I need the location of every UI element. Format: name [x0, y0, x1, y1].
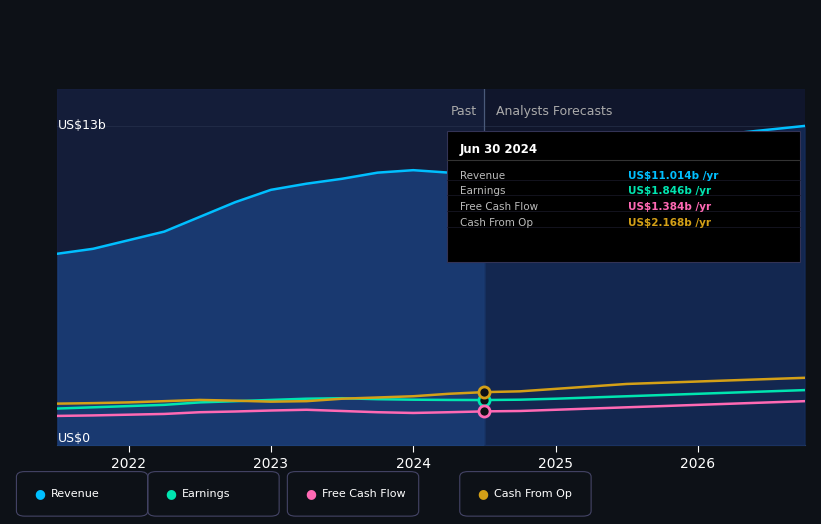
Text: ●: ●	[34, 487, 45, 500]
Text: ●: ●	[477, 487, 488, 500]
Text: Jun 30 2024: Jun 30 2024	[460, 143, 538, 156]
Text: Earnings: Earnings	[182, 489, 231, 499]
Text: Cash From Op: Cash From Op	[494, 489, 572, 499]
Text: Free Cash Flow: Free Cash Flow	[322, 489, 406, 499]
Bar	[484, 89, 805, 445]
Text: Revenue: Revenue	[51, 489, 99, 499]
Text: Past: Past	[452, 105, 477, 118]
Text: Cash From Op: Cash From Op	[460, 217, 533, 228]
Text: Free Cash Flow: Free Cash Flow	[460, 202, 538, 212]
Text: Earnings: Earnings	[460, 186, 505, 196]
Text: US$2.168b /yr: US$2.168b /yr	[628, 217, 711, 228]
Text: US$1.384b /yr: US$1.384b /yr	[628, 202, 711, 212]
Text: ●: ●	[165, 487, 177, 500]
Text: US$1.846b /yr: US$1.846b /yr	[628, 186, 711, 196]
Bar	[57, 89, 484, 445]
Text: US$11.014b /yr: US$11.014b /yr	[628, 170, 718, 181]
Text: ●: ●	[305, 487, 316, 500]
Text: US$13b: US$13b	[57, 119, 106, 133]
Text: Analysts Forecasts: Analysts Forecasts	[496, 105, 612, 118]
Text: Revenue: Revenue	[460, 170, 505, 181]
Text: US$0: US$0	[57, 432, 90, 444]
